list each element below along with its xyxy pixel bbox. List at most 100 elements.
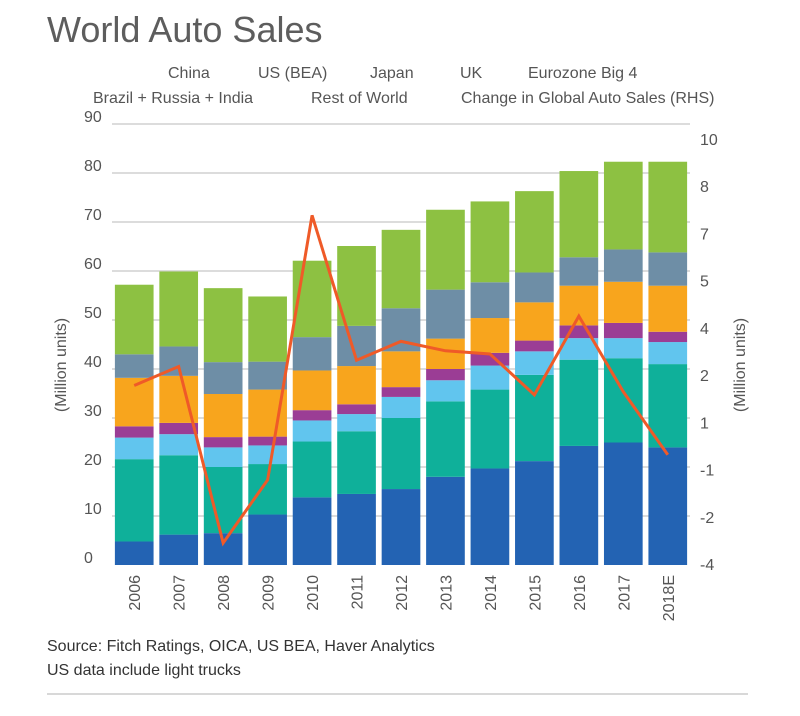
bar-segment bbox=[337, 431, 376, 494]
y-tick-right: 8 bbox=[700, 179, 709, 196]
x-tick-label: 2018E bbox=[661, 575, 678, 621]
legend-entry: Rest of World bbox=[311, 90, 408, 107]
bar-segment bbox=[248, 436, 287, 446]
axis-ticks: 0 10 20 30 40 50 60 70 80 90 -4 -2 -1 1 2 4 5 7 8 10 2006 200… bbox=[84, 109, 718, 621]
bar-segment bbox=[114, 437, 154, 460]
source-note: Source: Fitch Ratings, OICA, US BEA, Hav… bbox=[47, 638, 435, 655]
y-tick-left: 40 bbox=[84, 354, 102, 371]
bar-segment bbox=[248, 296, 287, 362]
x-tick-label: 2007 bbox=[172, 575, 189, 611]
bar-segment bbox=[515, 191, 554, 273]
y-tick-right: -4 bbox=[700, 557, 714, 574]
bar-segment bbox=[515, 461, 554, 565]
bar-segment bbox=[603, 249, 643, 282]
legend-entry: Brazil + Russia + India bbox=[93, 90, 253, 107]
y-tick-right: -2 bbox=[700, 510, 714, 527]
bar-segment bbox=[381, 418, 421, 490]
x-tick-label: 2009 bbox=[261, 575, 278, 611]
y-tick-right: 5 bbox=[700, 274, 709, 291]
legend-entry: US (BEA) bbox=[258, 65, 327, 82]
y-tick-left: 50 bbox=[84, 305, 102, 322]
bar-segment bbox=[159, 534, 199, 565]
bar-segment bbox=[559, 257, 599, 286]
bar-segment bbox=[426, 338, 465, 369]
bar-segment bbox=[337, 493, 376, 565]
y-tick-left: 0 bbox=[84, 550, 93, 567]
bar-segment bbox=[381, 396, 421, 418]
bar-segment bbox=[648, 252, 688, 286]
y-tick-left: 90 bbox=[84, 109, 102, 126]
x-tick-label: 2012 bbox=[394, 575, 411, 611]
bar-segment bbox=[248, 361, 287, 390]
bar-segment bbox=[426, 380, 465, 402]
y-tick-left: 70 bbox=[84, 207, 102, 224]
bar-segment bbox=[114, 377, 154, 427]
bar-segment bbox=[515, 272, 554, 303]
bar-segment bbox=[159, 455, 199, 535]
y-tick-left: 30 bbox=[84, 403, 102, 420]
bar-segment bbox=[203, 447, 243, 467]
bar-segment bbox=[603, 281, 643, 323]
bar-segment bbox=[559, 445, 599, 565]
bar-segment bbox=[426, 289, 465, 339]
bar-segment bbox=[559, 171, 599, 258]
bar-segment bbox=[337, 246, 376, 326]
bar-segment bbox=[648, 342, 688, 365]
bar-segment bbox=[114, 354, 154, 378]
bar-segment bbox=[114, 459, 154, 542]
footnote: US data include light trucks bbox=[47, 662, 241, 679]
bar-segment bbox=[470, 389, 510, 469]
legend: China US (BEA) Japan UK Eurozone Big 4 Brazil… bbox=[93, 65, 714, 107]
bar-segment bbox=[426, 209, 465, 290]
bar-segment bbox=[603, 338, 643, 359]
legend-entry: UK bbox=[460, 65, 483, 82]
bar-segment bbox=[381, 229, 421, 309]
legend-entry: Change in Global Auto Sales (RHS) bbox=[461, 90, 714, 107]
y-tick-right: 1 bbox=[700, 415, 709, 432]
bar-segment bbox=[648, 285, 688, 332]
bar-segment bbox=[648, 447, 688, 565]
x-tick-label: 2014 bbox=[483, 575, 500, 611]
bar-segment bbox=[114, 284, 154, 355]
bar-segment bbox=[159, 434, 199, 456]
bar-segment bbox=[337, 404, 376, 415]
x-tick-label: 2017 bbox=[616, 575, 633, 611]
y-tick-left: 20 bbox=[84, 452, 102, 469]
bar-segment bbox=[114, 541, 154, 565]
bar-segment bbox=[381, 489, 421, 565]
bar-segment bbox=[470, 468, 510, 565]
bar-segment bbox=[248, 445, 287, 465]
bar-segment bbox=[603, 442, 643, 565]
bar-segment bbox=[648, 161, 688, 253]
x-tick-label: 2011 bbox=[350, 575, 367, 610]
y-tick-right: -1 bbox=[700, 463, 714, 480]
y-tick-left: 10 bbox=[84, 501, 102, 518]
bar-segment bbox=[559, 359, 599, 446]
change-line bbox=[133, 214, 669, 547]
bar-segment bbox=[292, 420, 332, 442]
bar-segment bbox=[515, 374, 554, 462]
bar-segment bbox=[603, 322, 643, 339]
bar-segment bbox=[648, 331, 688, 343]
bar-segment bbox=[515, 351, 554, 375]
bar-segment bbox=[515, 340, 554, 352]
x-tick-label: 2013 bbox=[438, 575, 455, 611]
y-tick-right: 4 bbox=[700, 321, 709, 338]
bars bbox=[114, 161, 688, 565]
chart-title: World Auto Sales bbox=[47, 9, 322, 50]
bar-segment bbox=[337, 414, 376, 432]
bar-segment bbox=[203, 362, 243, 394]
x-tick-label: 2015 bbox=[527, 575, 544, 611]
x-tick-label: 2010 bbox=[305, 575, 322, 611]
bar-segment bbox=[203, 393, 243, 438]
bar-segment bbox=[470, 318, 510, 353]
bar-segment bbox=[648, 364, 688, 448]
bar-segment bbox=[426, 401, 465, 477]
y-axis-label-right: (Million units) bbox=[732, 318, 749, 412]
bar-segment bbox=[203, 437, 243, 448]
bar-segment bbox=[248, 514, 287, 565]
bar-segment bbox=[292, 497, 332, 565]
y-tick-right: 10 bbox=[700, 132, 718, 149]
bar-segment bbox=[603, 161, 643, 250]
